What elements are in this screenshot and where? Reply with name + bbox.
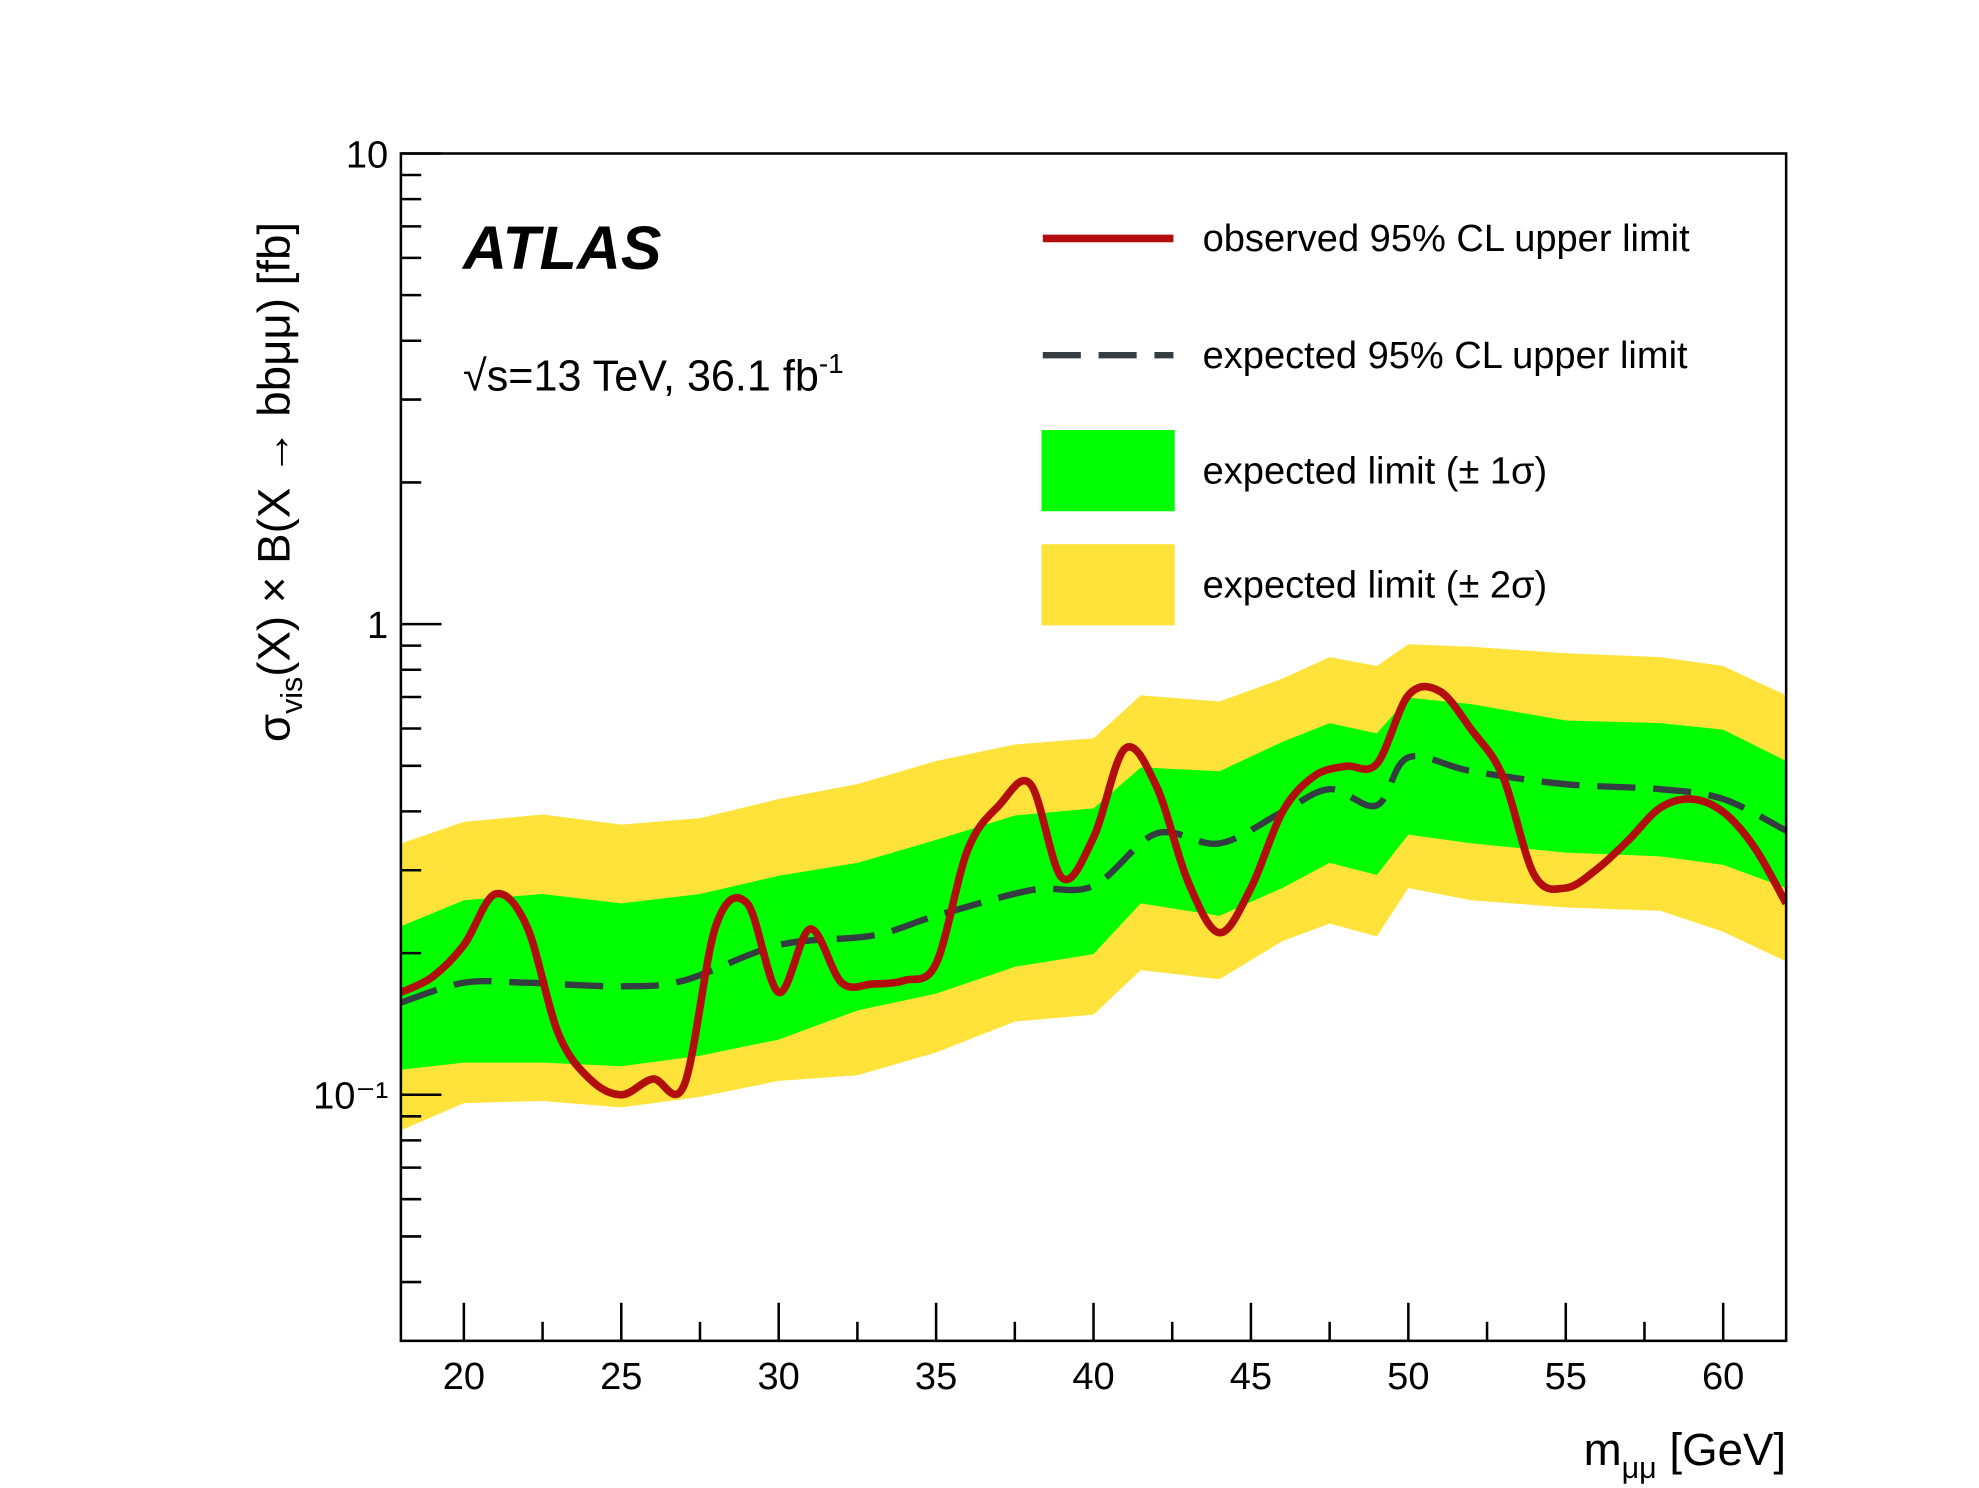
legend: observed 95% CL upper limit expected 95% … [1041, 218, 1691, 626]
legend-swatch [1041, 430, 1175, 512]
axes: 20 25 30 35 40 45 50 55 60 10⁻¹ 1 10 [313, 134, 1788, 1398]
x-tick-label: 60 [1702, 1356, 1744, 1398]
x-tick-label: 55 [1545, 1356, 1587, 1398]
legend-label: expected 95% CL upper limit [1203, 335, 1688, 377]
x-tick-label: 20 [443, 1356, 485, 1398]
y-tick-label: 10 [346, 134, 388, 176]
legend-label: expected limit (± 2σ) [1203, 564, 1548, 606]
bands [400, 644, 1787, 1131]
x-tick-label: 25 [600, 1356, 642, 1398]
annotation: √s=13 TeV, 36.1 fb-1 [463, 348, 844, 401]
annotation-sup: -1 [819, 348, 844, 379]
experiment-label: ATLAS [461, 214, 661, 282]
band [400, 697, 1787, 1070]
x-tick-label: 35 [915, 1356, 957, 1398]
x-title-rest: [GeV] [1657, 1424, 1786, 1475]
y-axis-title: σvis(X) × B(X → bbμμ) [fb] [248, 222, 309, 742]
legend-label: expected limit (± 1σ) [1203, 450, 1548, 492]
x-title-sub: μμ [1622, 1451, 1657, 1485]
x-title-main: m [1584, 1424, 1622, 1475]
y-title-sub: vis [275, 677, 309, 714]
lines [400, 682, 1787, 1099]
x-tick-label: 40 [1072, 1356, 1114, 1398]
y-tick-label: 10⁻¹ [313, 1076, 388, 1118]
y-tick-label: 1 [367, 605, 388, 647]
x-axis-title: mμμ [GeV] [1584, 1424, 1787, 1485]
legend-swatch [1041, 544, 1175, 626]
annotation-text: √s=13 TeV, 36.1 fb [463, 353, 819, 401]
x-tick-label: 45 [1230, 1356, 1272, 1398]
y-title-main: σ [248, 714, 299, 742]
x-tick-label: 30 [758, 1356, 800, 1398]
series-line [400, 753, 1787, 1006]
y-title-rest: (X) × B(X → bbμμ) [fb] [248, 222, 299, 677]
legend-label: observed 95% CL upper limit [1203, 218, 1691, 260]
x-tick-label: 50 [1387, 1356, 1429, 1398]
series-line [400, 682, 1787, 1099]
